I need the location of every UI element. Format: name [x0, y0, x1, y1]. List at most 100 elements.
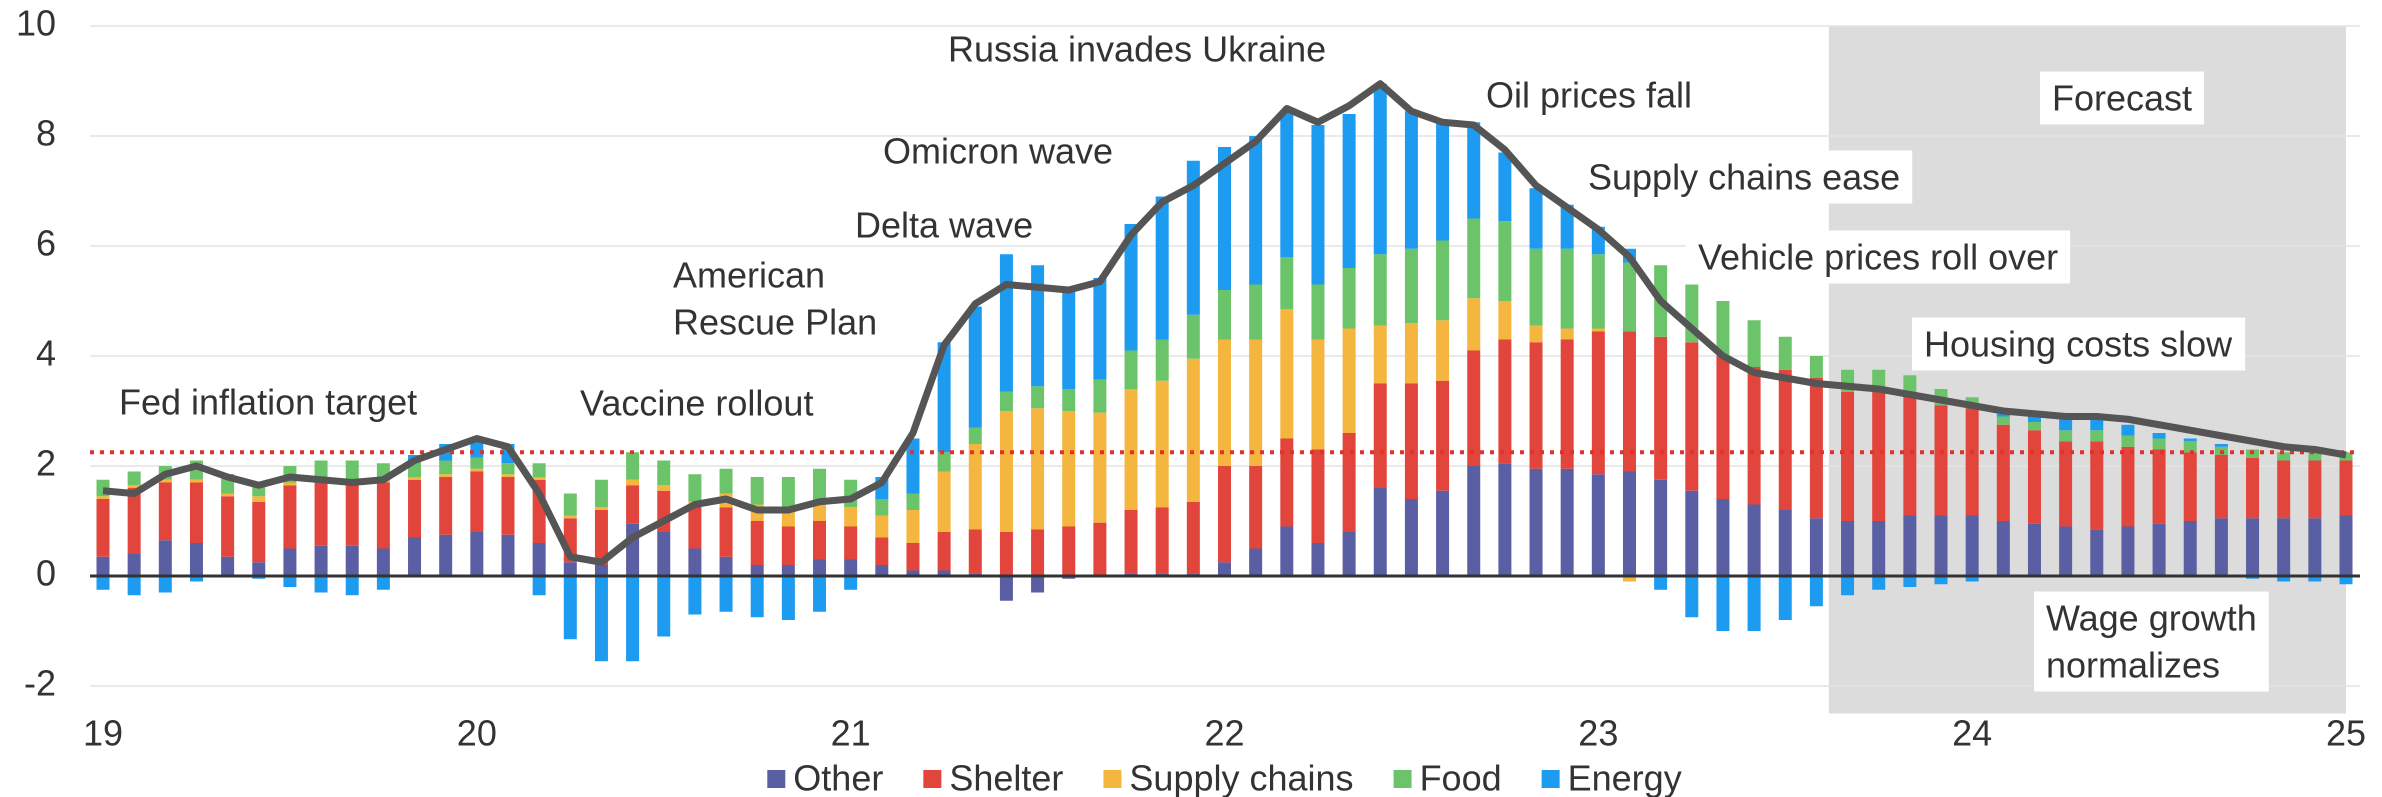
bar-segment — [1903, 394, 1917, 516]
bar-segment — [937, 342, 951, 453]
bar-segment — [2027, 416, 2041, 422]
bar-segment — [1965, 576, 1979, 582]
bar-segment — [501, 474, 515, 477]
bar-segment — [252, 501, 266, 563]
bar-segment — [968, 427, 982, 444]
bar-segment — [470, 468, 484, 472]
bar-segment — [906, 493, 920, 510]
bar-segment — [1062, 526, 1076, 576]
bar-segment — [2090, 529, 2104, 576]
bar-segment — [314, 545, 328, 576]
bar-segment — [1311, 543, 1325, 576]
bar-segment — [1809, 378, 1823, 519]
bar-segment — [1747, 576, 1761, 631]
bar-segment — [189, 479, 203, 483]
bar-segment — [937, 471, 951, 532]
bar-segment — [657, 485, 671, 491]
y-tick-label: 4 — [36, 333, 56, 374]
bar-segment — [252, 562, 266, 576]
bar-segment — [314, 482, 328, 546]
legend-label: Other — [793, 758, 883, 797]
bar-segment — [1436, 320, 1450, 381]
bar-segment — [594, 510, 608, 565]
bar-segment — [2183, 452, 2197, 521]
overlay: Fed inflation target Vaccine rollout Ameri… — [90, 29, 2360, 692]
bar-segment — [1809, 576, 1823, 607]
legend-swatch — [1541, 770, 1560, 788]
annotation-text: Delta wave — [855, 205, 1033, 246]
bar-segment — [875, 537, 889, 565]
bar-segment — [127, 488, 141, 554]
bar-segment — [2214, 455, 2228, 519]
annotation: Vaccine rollout — [580, 383, 813, 424]
bar-segment — [626, 485, 640, 524]
bar-segment — [1716, 499, 1730, 576]
legend-label: Supply chains — [1129, 758, 1353, 797]
annotation: American Rescue Plan — [673, 255, 877, 343]
bar-segment — [719, 556, 733, 576]
bar-segment — [314, 460, 328, 480]
bar-segment — [1996, 424, 2010, 521]
bar-segment — [2152, 523, 2166, 576]
legend-swatch — [767, 770, 786, 788]
annotation: Omicron wave — [883, 131, 1113, 172]
bar-segment — [2059, 430, 2073, 442]
bar-segment — [2183, 521, 2197, 576]
bar-segment — [1622, 471, 1636, 576]
bar-segment — [1155, 339, 1169, 381]
bar-segment — [158, 576, 172, 593]
bar-segment — [1622, 262, 1636, 332]
bar-segment — [2308, 460, 2322, 519]
bar-segment — [1778, 576, 1792, 620]
bar-segment — [127, 485, 141, 488]
bar-segment — [1872, 391, 1886, 521]
bar-segment — [1529, 342, 1543, 469]
bar-segment — [1342, 114, 1356, 268]
bar-segment — [937, 570, 951, 576]
bar-segment — [96, 496, 110, 499]
bar-segment — [1591, 254, 1605, 329]
bar-segment — [1965, 408, 1979, 516]
bar-segment — [1716, 576, 1730, 631]
forecast-label: Forecast — [2052, 78, 2192, 119]
bar-segment — [968, 306, 982, 428]
bar-segment — [750, 521, 764, 565]
bar-segment — [844, 576, 858, 590]
x-tick-label: 20 — [457, 713, 497, 754]
bar-segment — [750, 477, 764, 505]
bar-segment — [1841, 391, 1855, 521]
bar-segment — [2339, 460, 2353, 516]
bar-segment — [1654, 576, 1668, 590]
x-tick-label: 21 — [831, 713, 871, 754]
bar-segment — [1249, 466, 1263, 549]
bar-segment — [1654, 479, 1668, 576]
bar-segment — [750, 576, 764, 618]
bar-segment — [1685, 490, 1699, 576]
y-tick-label: 0 — [36, 553, 56, 594]
bar-segment — [1436, 119, 1450, 241]
bar-segment — [189, 543, 203, 576]
annotation-box — [1576, 150, 1913, 204]
bar-segment — [1280, 526, 1294, 576]
bar-segment — [1841, 576, 1855, 596]
bar-segment — [1404, 111, 1418, 249]
bar-segment — [2152, 433, 2166, 439]
bar-segment — [1249, 339, 1263, 466]
bar-segment — [1591, 474, 1605, 576]
bar-segment — [2339, 452, 2353, 461]
bar-segment — [1280, 309, 1294, 439]
bar-segment — [626, 576, 640, 662]
bar-segment — [2059, 526, 2073, 576]
bar-segment — [1622, 576, 1636, 582]
bar-segment — [1685, 576, 1699, 618]
bar-segment — [781, 477, 795, 508]
bar-segment — [1498, 463, 1512, 576]
bar-segment — [345, 545, 359, 576]
bar-segment — [1716, 301, 1730, 356]
bar-segment — [1809, 356, 1823, 378]
bar-segment — [781, 576, 795, 620]
bar-segment — [158, 540, 172, 576]
bar-segment — [1467, 350, 1481, 466]
bar-segment — [1031, 265, 1045, 387]
bar-segment — [439, 474, 453, 477]
